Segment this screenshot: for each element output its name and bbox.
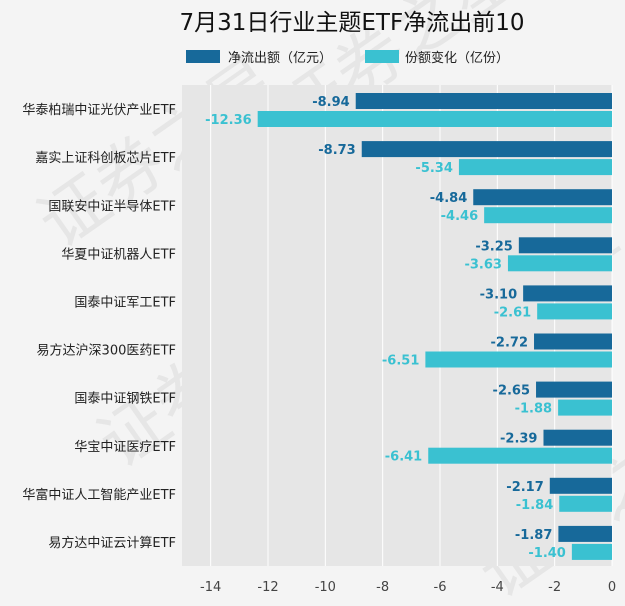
category-label: 国泰中证钢铁ETF (74, 392, 176, 407)
value-label: -5.34 (415, 161, 452, 176)
category-label: 易方达中证云计算ETF (48, 535, 176, 551)
share-change-bar (458, 159, 612, 176)
legend-swatch (365, 50, 399, 63)
category-labels: 华泰柏瑞中证光伏产业ETF 嘉实上证科创板芯片ETF 国联安中证半导体ETF 华夏中证… (22, 103, 176, 551)
net-outflow-bar (523, 285, 612, 302)
value-label: -6.51 (382, 354, 419, 369)
value-label: -2.72 (491, 336, 528, 351)
x-tick-label: -6 (434, 580, 447, 595)
share-change-bar (558, 399, 612, 416)
value-label: -3.10 (480, 287, 517, 302)
value-label: -6.41 (385, 450, 422, 465)
share-change-bar (559, 495, 612, 512)
value-label: -2.39 (500, 432, 537, 447)
net-outflow-bar (534, 333, 612, 350)
net-outflow-bar (543, 429, 612, 446)
value-label: -3.63 (464, 257, 501, 272)
category-label: 华夏中证机器人ETF (61, 247, 176, 262)
value-labels: -8.94 -12.36 -8.73 -5.34 -4.84 -4.46 -3.25 -3.6… (205, 95, 566, 561)
value-label: -1.40 (528, 546, 565, 561)
net-outflow-bar (473, 189, 612, 206)
share-change-bar (507, 255, 612, 272)
x-tick-label: -10 (315, 580, 336, 595)
net-outflow-bar (361, 141, 612, 158)
chart-title: 7月31日行业主题ETF净流出前10 (180, 10, 525, 36)
net-outflow-bar (549, 477, 612, 494)
x-tick-label: -4 (491, 580, 504, 595)
value-label: -2.65 (493, 384, 530, 399)
share-change-bar (428, 447, 612, 464)
value-label: -2.17 (506, 480, 543, 495)
category-label: 易方达沪深300医药ETF (37, 343, 176, 359)
legend-swatch (186, 50, 220, 63)
x-tick-label: -12 (257, 580, 278, 595)
share-change-bar (484, 207, 612, 224)
value-label: -2.61 (494, 305, 531, 320)
category-label: 嘉实上证科创板芯片ETF (35, 151, 176, 166)
bars (257, 93, 612, 560)
value-label: -1.84 (516, 498, 553, 513)
x-tick-label: -14 (200, 580, 221, 595)
value-label: -12.36 (205, 113, 252, 128)
value-label: -8.73 (318, 143, 355, 158)
category-label: 华泰柏瑞中证光伏产业ETF (22, 103, 176, 118)
legend: 净流出额（亿元） 份额变化（亿份） (186, 50, 509, 66)
share-change-bar (571, 543, 612, 560)
x-tick-label: -2 (548, 580, 561, 595)
net-outflow-bar (518, 237, 612, 254)
x-tick-label: -8 (376, 580, 389, 595)
value-label: -1.87 (515, 528, 552, 543)
category-label: 华宝中证医疗ETF (74, 440, 176, 455)
x-tick-label: 0 (608, 580, 616, 595)
value-label: -8.94 (312, 95, 349, 110)
net-outflow-bar (558, 525, 612, 542)
category-label: 华富中证人工智能产业ETF (22, 487, 176, 503)
value-label: -1.88 (515, 402, 552, 417)
x-axis-ticks: -14 -12 -10 -8 -6 -4 -2 0 (200, 580, 616, 595)
value-label: -4.84 (430, 191, 467, 206)
category-label: 国泰中证军工ETF (74, 295, 176, 310)
category-label: 国联安中证半导体ETF (48, 199, 176, 214)
net-outflow-bar (355, 93, 612, 109)
value-label: -4.46 (441, 209, 478, 224)
value-label: -3.25 (475, 239, 512, 254)
legend-label: 份额变化（亿份） (405, 50, 509, 66)
net-outflow-bar (536, 381, 612, 398)
share-change-bar (537, 303, 612, 320)
legend-label: 净流出额（亿元） (228, 51, 332, 66)
share-change-bar (425, 351, 612, 368)
share-change-bar (257, 111, 612, 127)
plot-area (182, 85, 612, 566)
